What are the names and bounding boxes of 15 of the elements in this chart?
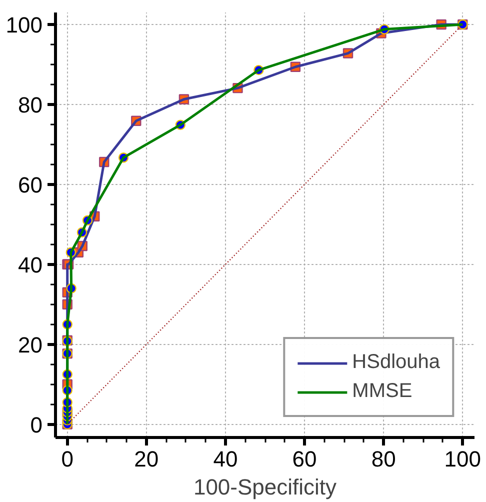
y-tick-label: 40	[18, 252, 43, 278]
legend-label: MMSE	[352, 380, 412, 403]
y-tick-label: 100	[6, 12, 43, 38]
y-tick-label: 20	[18, 332, 43, 358]
x-tick-label: 80	[371, 446, 396, 472]
x-tick-label: 40	[213, 446, 238, 472]
y-tick-label: 60	[18, 172, 43, 198]
y-tick-label: 80	[18, 92, 43, 118]
y-tick-label: 0	[30, 412, 43, 438]
x-tick-label: 0	[61, 446, 74, 472]
x-axis-title: 100-Specificity	[193, 474, 337, 500]
x-tick-label: 60	[292, 446, 317, 472]
legend-label: HSdlouha	[352, 351, 440, 374]
x-tick-label: 20	[134, 446, 159, 472]
x-tick-label: 100	[444, 446, 482, 472]
